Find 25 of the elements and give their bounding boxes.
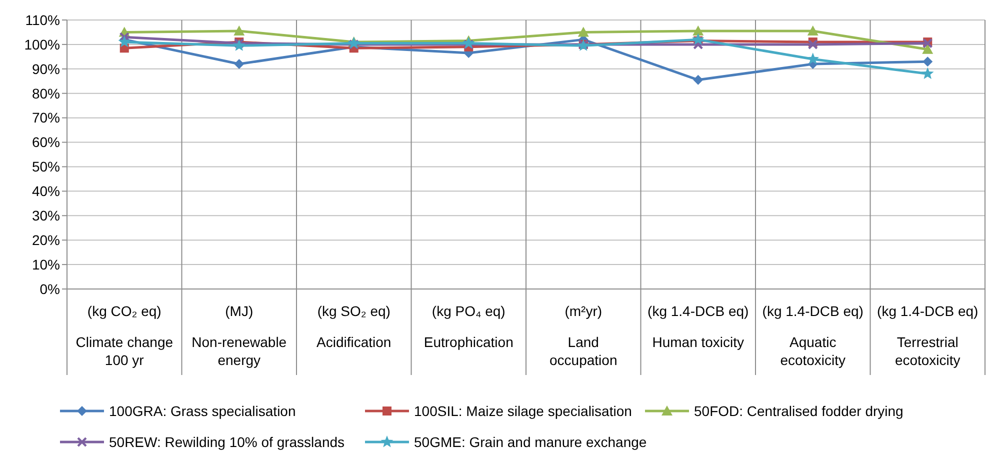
legend-label: 50REW: Rewilding 10% of grasslands [109, 434, 345, 450]
x-tick-label: (m²yr) Land occupation [550, 303, 618, 368]
legend-label: 50FOD: Centralised fodder drying [694, 402, 904, 419]
y-tick-label: 90% [32, 60, 60, 77]
legend-label: 100SIL: Maize silage specialisation [414, 402, 632, 419]
x-tick-label: (kg PO₄ eq) Eutrophication [424, 303, 514, 350]
y-tick-label: 60% [32, 134, 60, 150]
y-tick-label: 80% [32, 85, 60, 102]
y-tick-label: 100% [24, 36, 60, 52]
x-tick-label: (kg 1.4-DCB eq) Terrestrial ecotoxicity [877, 303, 978, 368]
x-tick-label: (kg 1.4-DCB eq) Human toxicity [648, 303, 749, 350]
y-tick-label: 10% [32, 256, 60, 272]
y-tick-label: 70% [32, 110, 60, 126]
y-tick-label: 50% [32, 158, 60, 175]
x-tick-label: (kg 1.4-DCB eq) Aquatic ecotoxicity [762, 303, 864, 368]
y-tick-label: 110% [25, 12, 60, 28]
y-tick-label: 20% [32, 232, 60, 248]
legend-label: 100GRA: Grass specialisation [109, 402, 296, 419]
x-tick-label: (MJ) Non-renewable energy [192, 303, 287, 368]
x-tick-label: (kg SO₂ eq) Acidification [316, 303, 392, 350]
x-tick-label: (kg CO₂ eq) Climate change 100 yr [76, 303, 174, 368]
y-tick-label: 0% [40, 280, 60, 297]
y-tick-label: 40% [32, 183, 60, 200]
legend-label: 50GME: Grain and manure exchange [414, 434, 647, 450]
y-tick-label: 30% [32, 208, 60, 224]
